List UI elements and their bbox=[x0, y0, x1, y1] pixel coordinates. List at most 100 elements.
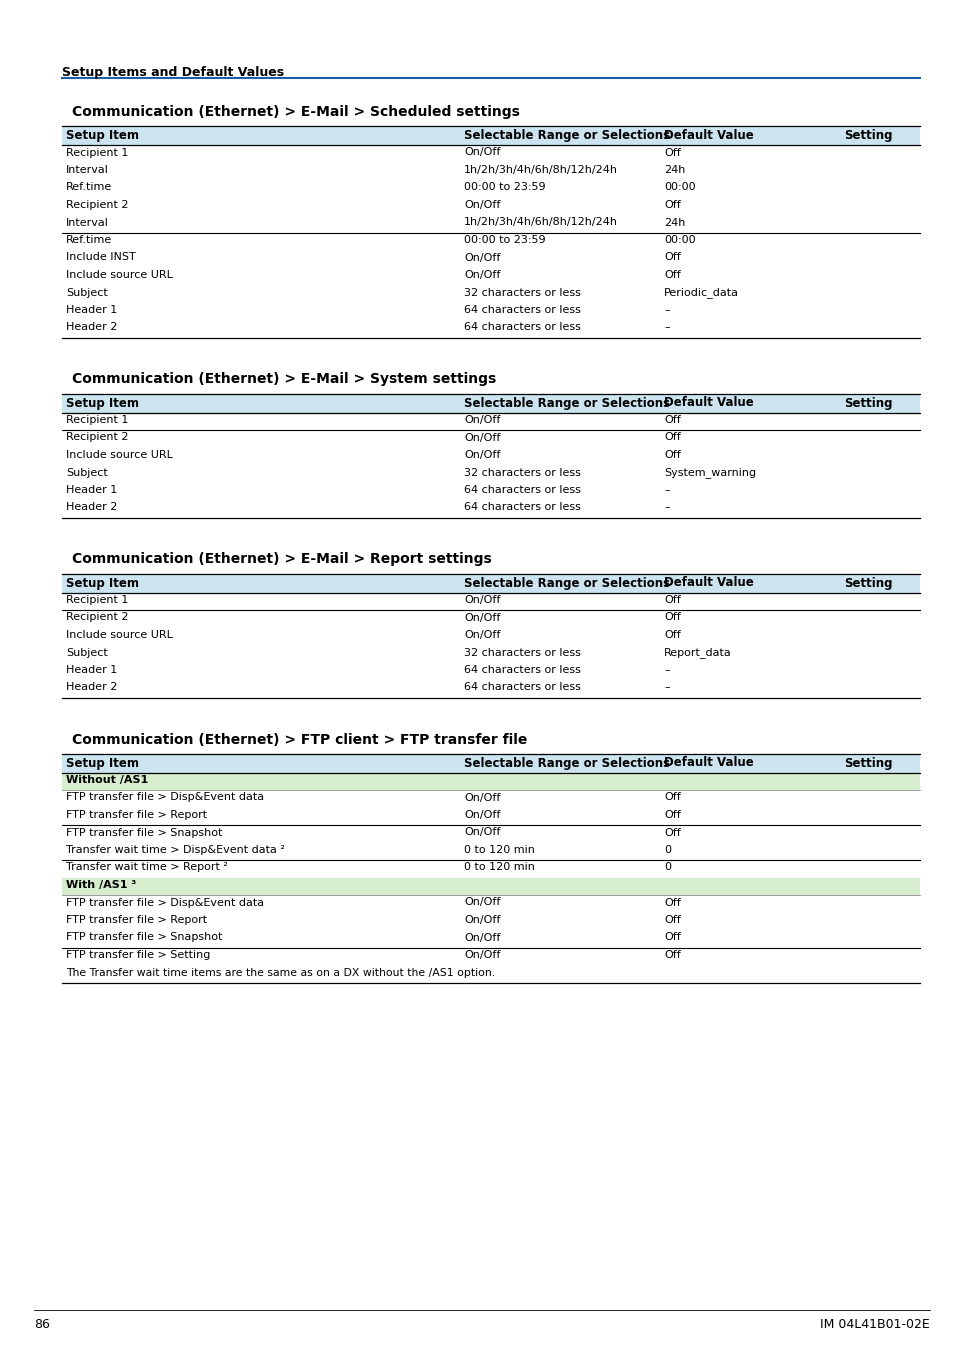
Text: 64 characters or less: 64 characters or less bbox=[463, 323, 580, 332]
Text: Setting: Setting bbox=[843, 130, 892, 142]
Text: Off: Off bbox=[663, 414, 680, 425]
Text: 64 characters or less: 64 characters or less bbox=[463, 666, 580, 675]
Text: 0 to 120 min: 0 to 120 min bbox=[463, 863, 535, 872]
Text: Report_data: Report_data bbox=[663, 648, 731, 659]
Text: Setting: Setting bbox=[843, 397, 892, 409]
Text: Off: Off bbox=[663, 933, 680, 942]
Text: On/Off: On/Off bbox=[463, 432, 500, 443]
Bar bbox=[62, 753, 919, 772]
Text: 00:00 to 23:59: 00:00 to 23:59 bbox=[463, 235, 545, 244]
Text: Off: Off bbox=[663, 147, 680, 158]
Text: On/Off: On/Off bbox=[463, 252, 500, 262]
Text: Include source URL: Include source URL bbox=[66, 270, 172, 279]
Text: –: – bbox=[663, 502, 669, 513]
Text: Header 2: Header 2 bbox=[66, 502, 117, 513]
Text: Setup Items and Default Values: Setup Items and Default Values bbox=[62, 66, 284, 80]
Text: Recipient 1: Recipient 1 bbox=[66, 147, 129, 158]
Text: With /AS1 ³: With /AS1 ³ bbox=[66, 880, 136, 890]
Bar bbox=[62, 574, 919, 593]
Text: Header 1: Header 1 bbox=[66, 666, 117, 675]
Text: Default Value: Default Value bbox=[663, 576, 753, 590]
Text: –: – bbox=[663, 485, 669, 495]
Text: 24h: 24h bbox=[663, 165, 684, 176]
Text: FTP transfer file > Snapshot: FTP transfer file > Snapshot bbox=[66, 933, 222, 942]
Text: Off: Off bbox=[663, 252, 680, 262]
Text: Interval: Interval bbox=[66, 217, 109, 228]
Text: –: – bbox=[663, 323, 669, 332]
Text: Include source URL: Include source URL bbox=[66, 450, 172, 460]
Text: On/Off: On/Off bbox=[463, 450, 500, 460]
Text: Off: Off bbox=[663, 915, 680, 925]
Text: –: – bbox=[663, 683, 669, 693]
Text: On/Off: On/Off bbox=[463, 828, 500, 837]
Text: Off: Off bbox=[663, 630, 680, 640]
Text: Off: Off bbox=[663, 613, 680, 622]
Text: Off: Off bbox=[663, 200, 680, 211]
Text: On/Off: On/Off bbox=[463, 200, 500, 211]
Text: Recipient 2: Recipient 2 bbox=[66, 200, 129, 211]
Text: Selectable Range or Selections: Selectable Range or Selections bbox=[463, 576, 669, 590]
Text: FTP transfer file > Report: FTP transfer file > Report bbox=[66, 810, 207, 819]
Text: Off: Off bbox=[663, 950, 680, 960]
Text: On/Off: On/Off bbox=[463, 414, 500, 425]
Text: 00:00: 00:00 bbox=[663, 235, 695, 244]
Text: 00:00 to 23:59: 00:00 to 23:59 bbox=[463, 182, 545, 193]
Text: Header 2: Header 2 bbox=[66, 323, 117, 332]
Text: On/Off: On/Off bbox=[463, 810, 500, 819]
Text: On/Off: On/Off bbox=[463, 898, 500, 907]
Text: Default Value: Default Value bbox=[663, 130, 753, 142]
Text: 64 characters or less: 64 characters or less bbox=[463, 502, 580, 513]
Text: 32 characters or less: 32 characters or less bbox=[463, 648, 580, 657]
Text: Setting: Setting bbox=[843, 756, 892, 770]
Text: 24h: 24h bbox=[663, 217, 684, 228]
Text: Communication (Ethernet) > E-Mail > Report settings: Communication (Ethernet) > E-Mail > Repo… bbox=[71, 552, 491, 567]
Text: On/Off: On/Off bbox=[463, 950, 500, 960]
Text: Recipient 2: Recipient 2 bbox=[66, 613, 129, 622]
Text: Subject: Subject bbox=[66, 648, 108, 657]
Text: Setup Item: Setup Item bbox=[66, 130, 139, 142]
Text: 32 characters or less: 32 characters or less bbox=[463, 288, 580, 297]
Text: Subject: Subject bbox=[66, 467, 108, 478]
Text: On/Off: On/Off bbox=[463, 595, 500, 605]
Text: 1h/2h/3h/4h/6h/8h/12h/24h: 1h/2h/3h/4h/6h/8h/12h/24h bbox=[463, 217, 618, 228]
Text: Setup Item: Setup Item bbox=[66, 756, 139, 770]
Text: Transfer wait time > Report ²: Transfer wait time > Report ² bbox=[66, 863, 228, 872]
Text: Communication (Ethernet) > FTP client > FTP transfer file: Communication (Ethernet) > FTP client > … bbox=[71, 733, 527, 747]
Text: On/Off: On/Off bbox=[463, 915, 500, 925]
Text: FTP transfer file > Report: FTP transfer file > Report bbox=[66, 915, 207, 925]
Text: On/Off: On/Off bbox=[463, 613, 500, 622]
Text: 64 characters or less: 64 characters or less bbox=[463, 305, 580, 315]
Text: On/Off: On/Off bbox=[463, 933, 500, 942]
Text: Off: Off bbox=[663, 898, 680, 907]
Text: Header 1: Header 1 bbox=[66, 305, 117, 315]
Text: On/Off: On/Off bbox=[463, 147, 500, 158]
Text: Setup Item: Setup Item bbox=[66, 576, 139, 590]
Text: Off: Off bbox=[663, 432, 680, 443]
Text: Off: Off bbox=[663, 810, 680, 819]
Text: Off: Off bbox=[663, 828, 680, 837]
Text: FTP transfer file > Disp&Event data: FTP transfer file > Disp&Event data bbox=[66, 898, 264, 907]
Text: Off: Off bbox=[663, 270, 680, 279]
Text: 00:00: 00:00 bbox=[663, 182, 695, 193]
Text: Header 2: Header 2 bbox=[66, 683, 117, 693]
Text: Off: Off bbox=[663, 595, 680, 605]
Text: Off: Off bbox=[663, 450, 680, 460]
Text: FTP transfer file > Snapshot: FTP transfer file > Snapshot bbox=[66, 828, 222, 837]
Text: Subject: Subject bbox=[66, 288, 108, 297]
Text: Default Value: Default Value bbox=[663, 756, 753, 770]
Text: FTP transfer file > Disp&Event data: FTP transfer file > Disp&Event data bbox=[66, 792, 264, 802]
Text: Default Value: Default Value bbox=[663, 397, 753, 409]
Text: Periodic_data: Periodic_data bbox=[663, 288, 739, 298]
Text: On/Off: On/Off bbox=[463, 270, 500, 279]
Bar bbox=[62, 878, 919, 895]
Text: Without /AS1: Without /AS1 bbox=[66, 775, 148, 784]
Text: Header 1: Header 1 bbox=[66, 485, 117, 495]
Text: 0: 0 bbox=[663, 845, 670, 855]
Text: 32 characters or less: 32 characters or less bbox=[463, 467, 580, 478]
Text: Recipient 1: Recipient 1 bbox=[66, 414, 129, 425]
Bar bbox=[62, 772, 919, 790]
Text: Include source URL: Include source URL bbox=[66, 630, 172, 640]
Text: 0 to 120 min: 0 to 120 min bbox=[463, 845, 535, 855]
Text: 64 characters or less: 64 characters or less bbox=[463, 485, 580, 495]
Text: Recipient 2: Recipient 2 bbox=[66, 432, 129, 443]
